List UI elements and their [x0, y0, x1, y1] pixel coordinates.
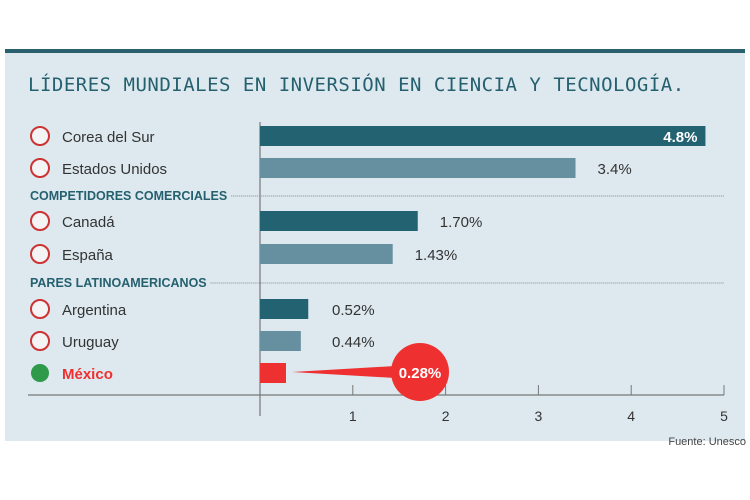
canada-flag-icon	[30, 211, 50, 231]
category-label: Corea del Sur	[62, 129, 155, 146]
callout-bubble	[391, 343, 449, 401]
category-label: México	[62, 366, 113, 383]
south-korea-flag-icon	[30, 126, 50, 146]
data-label: 1.43%	[415, 247, 458, 264]
section-label: COMPETIDORES COMERCIALES	[30, 189, 227, 203]
usa-flag-icon	[30, 158, 50, 178]
data-label: 0.44%	[332, 334, 375, 351]
mexico-flag-icon	[31, 364, 49, 382]
source-note: Fuente: Unesco	[668, 436, 746, 448]
data-label: 3.4%	[598, 161, 632, 178]
category-label: Uruguay	[62, 334, 119, 351]
bar-canadá	[260, 211, 418, 231]
category-label: Canadá	[62, 214, 115, 231]
spain-flag-icon	[30, 244, 50, 264]
x-tick-label: 2	[442, 408, 450, 424]
x-tick-label: 3	[535, 408, 543, 424]
chart-title: LÍDERES MUNDIALES EN INVERSIÓN EN CIENCI…	[28, 74, 685, 96]
argentina-flag-icon	[30, 299, 50, 319]
section-label: PARES LATINOAMERICANOS	[30, 276, 207, 290]
x-tick-label: 4	[627, 408, 635, 424]
x-tick-label: 5	[720, 408, 728, 424]
data-label: 1.70%	[440, 214, 483, 231]
uruguay-flag-icon	[30, 331, 50, 351]
category-label: Estados Unidos	[62, 161, 167, 178]
bar-corea-del-sur	[260, 126, 706, 146]
bar-estados-unidos	[260, 158, 576, 178]
x-tick-label: 1	[349, 408, 357, 424]
callout-pointer	[291, 366, 395, 378]
bar-españa	[260, 244, 393, 264]
category-label: España	[62, 247, 114, 264]
category-label: Argentina	[62, 302, 127, 319]
data-label: 0.52%	[332, 302, 375, 319]
bar-méxico	[260, 363, 286, 383]
data-label: 0.28%	[399, 365, 442, 382]
bar-argentina	[260, 299, 309, 319]
bar-uruguay	[260, 331, 301, 351]
data-label: 4.8%	[663, 129, 697, 146]
